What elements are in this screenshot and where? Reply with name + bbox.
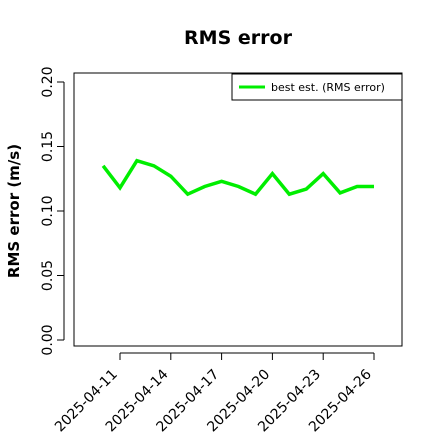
legend: best est. (RMS error) [232, 74, 402, 100]
y-tick-label: 0.15 [40, 131, 56, 162]
series-line-0 [103, 161, 374, 195]
chart-title: RMS error [184, 27, 293, 49]
y-tick-label: 0.20 [40, 66, 56, 97]
legend-label: best est. (RMS error) [271, 81, 385, 94]
x-axis: 2025-04-112025-04-142025-04-172025-04-20… [52, 353, 375, 435]
y-tick-label: 0.00 [40, 324, 56, 355]
y-tick-label: 0.10 [40, 195, 56, 226]
y-tick-label: 0.05 [40, 260, 56, 291]
y-axis-label: RMS error (m/s) [5, 144, 23, 278]
y-axis: 0.00 0.05 0.10 0.15 0.20 [40, 66, 64, 355]
plot-frame [74, 73, 402, 346]
series-layer [103, 161, 374, 195]
